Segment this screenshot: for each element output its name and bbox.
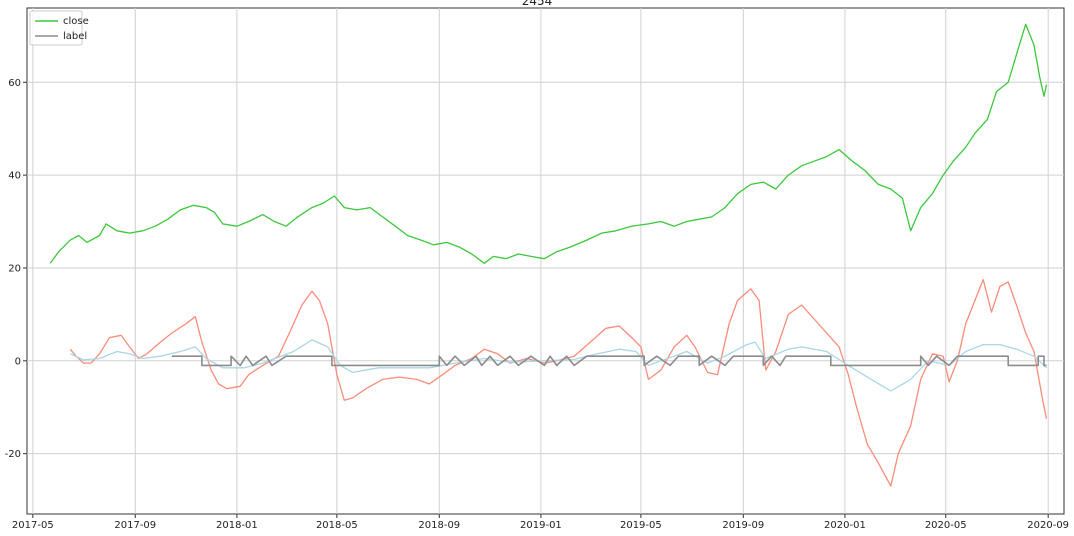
x-tick-label: 2019-05 — [620, 520, 662, 531]
x-tick-label: 2019-01 — [520, 520, 562, 531]
x-tick-label: 2020-05 — [925, 520, 967, 531]
chart-title: 2454 — [522, 0, 553, 8]
x-tick-label: 2020-01 — [824, 520, 866, 531]
legend-close-label: close — [63, 16, 89, 27]
y-tick-label: 40 — [8, 171, 21, 182]
x-tick-label: 2018-09 — [418, 520, 460, 531]
legend-label-label: label — [63, 31, 87, 42]
oscillator-series-line — [69, 278, 1048, 487]
y-tick-label: 60 — [8, 78, 21, 89]
y-tick-label: -20 — [5, 449, 21, 460]
x-tick-label: 2018-01 — [216, 520, 258, 531]
y-tick-label: 20 — [8, 263, 21, 274]
close-series-line — [49, 23, 1048, 264]
legend: close label — [29, 10, 89, 46]
plot-area — [26, 7, 1065, 515]
y-tick-label: 0 — [15, 356, 21, 367]
x-tick-label: 2019-09 — [722, 520, 764, 531]
label-series-line — [171, 355, 1047, 367]
y-axis: -20 0 20 40 60 — [5, 78, 27, 460]
x-tick-label: 2017-09 — [114, 520, 156, 531]
series-layer — [49, 23, 1048, 487]
x-tick-label: 2017-05 — [12, 520, 54, 531]
x-tick-label: 2018-05 — [316, 520, 358, 531]
x-tick-label: 2020-09 — [1027, 520, 1069, 531]
x-axis: 2017-05 2017-09 2018-01 2018-05 2018-09 2019-… — [12, 514, 1069, 531]
